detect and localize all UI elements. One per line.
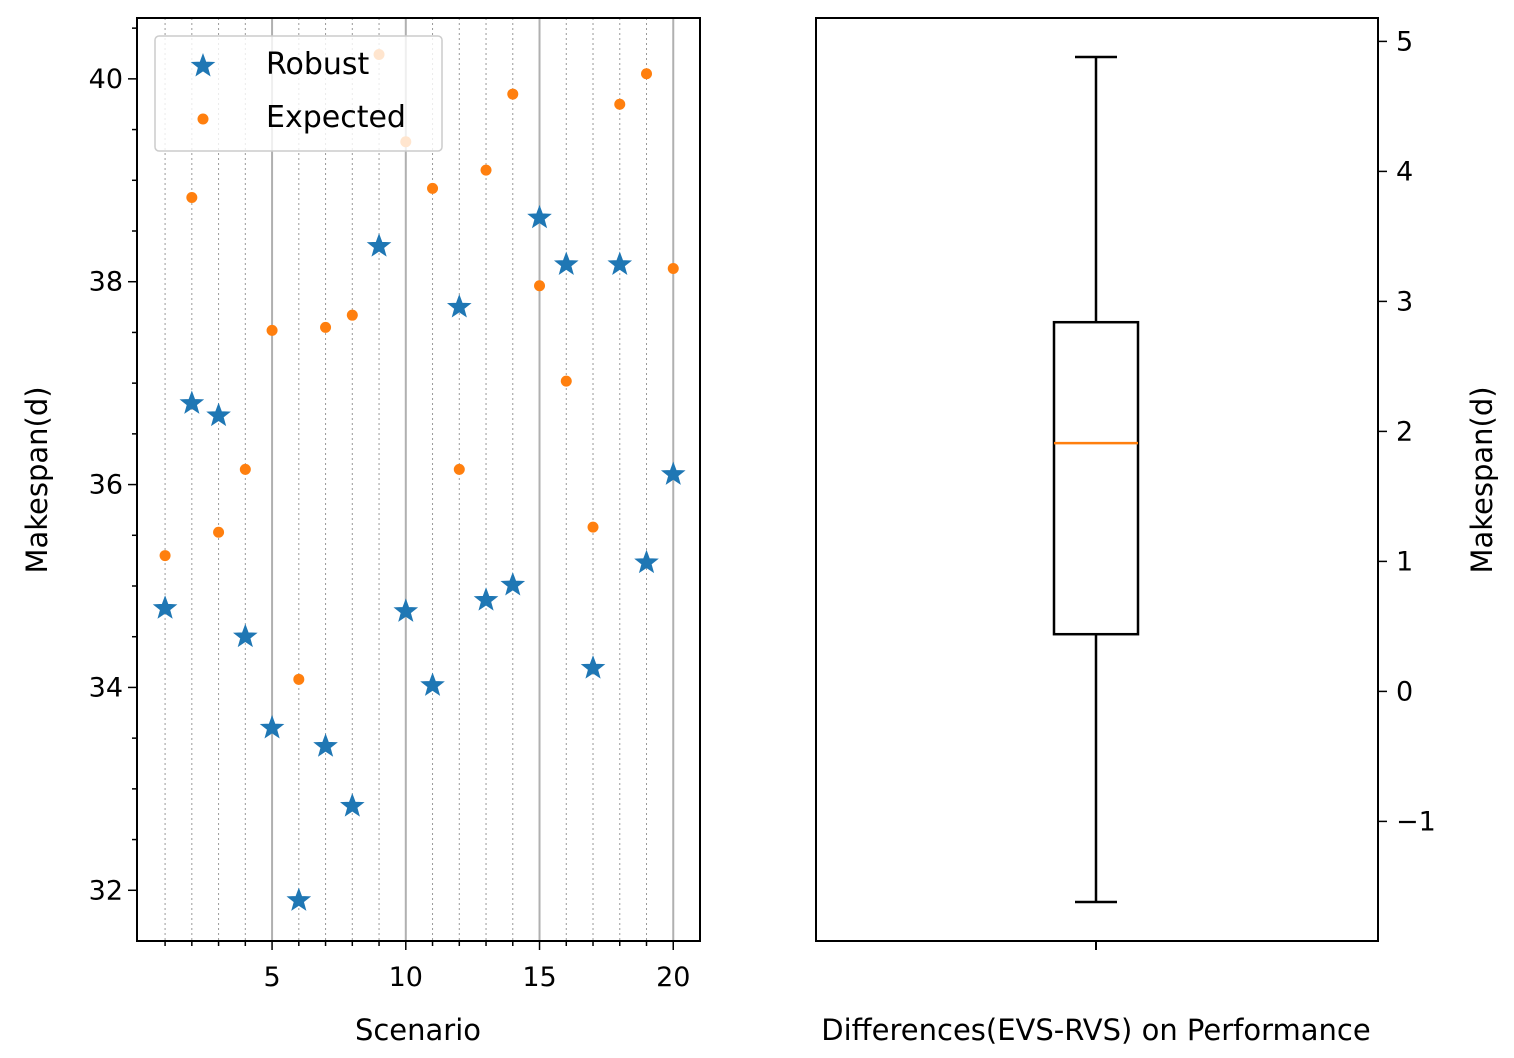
- legend-expected-label: Expected: [266, 100, 406, 135]
- robust-point: [152, 595, 178, 619]
- y-tick-label: 36: [89, 470, 123, 501]
- robust-point: [473, 587, 499, 611]
- scatter-x-axis: 5 10 15 20: [164, 941, 690, 993]
- box-panel: −1 0 1 2 3 4 5 Differences(EVS-RVS) on Perform…: [815, 17, 1499, 1047]
- box-y-axis-label: Makespan(d): [1465, 386, 1499, 573]
- expected-point: [320, 321, 332, 333]
- robust-point: [313, 733, 338, 757]
- expected-point: [453, 463, 465, 475]
- x-tick-label: 10: [389, 962, 423, 993]
- box-y-tick-label: 3: [1396, 286, 1413, 317]
- scatter-y-axis: 32 34 36 38 40: [89, 27, 137, 906]
- legend-robust-label: Robust: [266, 47, 370, 82]
- expected-point: [560, 375, 572, 387]
- robust-point: [340, 793, 365, 817]
- robust-point: [366, 233, 392, 257]
- box-y-tick-label: 2: [1396, 416, 1413, 447]
- box-y-tick-label: 1: [1396, 546, 1413, 577]
- expected-point: [667, 263, 679, 275]
- scatter-y-axis-label: Makespan(d): [20, 386, 54, 573]
- expected-point: [507, 88, 519, 100]
- expected-point: [534, 280, 546, 292]
- robust-point: [446, 294, 472, 318]
- robust-point: [259, 715, 285, 739]
- x-tick-label: 15: [522, 962, 556, 993]
- expected-point: [293, 673, 305, 685]
- robust-point: [553, 251, 579, 275]
- robust-point: [286, 887, 312, 911]
- robust-point: [420, 672, 445, 696]
- box-y-tick-label: −1: [1396, 806, 1436, 837]
- legend-robust-star-icon: [190, 53, 216, 77]
- interquartile-box: [1052, 320, 1140, 636]
- robust-point: [500, 572, 526, 596]
- robust-point: [206, 402, 231, 427]
- box-plot: [1052, 55, 1140, 904]
- expected-point: [614, 98, 626, 110]
- expected-point: [641, 68, 653, 80]
- box-y-tick-label: 0: [1396, 676, 1413, 707]
- robust-point: [634, 549, 659, 574]
- y-tick-label: 38: [89, 267, 123, 298]
- expected-point: [239, 463, 251, 475]
- expected-point: [186, 192, 198, 204]
- robust-point: [393, 598, 419, 622]
- robust-series: [152, 204, 686, 911]
- robust-point: [233, 623, 258, 648]
- legend-expected-dot-icon: [197, 113, 209, 125]
- expected-point: [587, 521, 599, 533]
- scatter-grid: [164, 18, 675, 941]
- legend-frame: [154, 35, 443, 152]
- expected-point: [480, 164, 492, 176]
- box-y-tick-label: 5: [1396, 26, 1413, 57]
- box-x-axis-label: Differences(EVS-RVS) on Performance: [821, 1013, 1370, 1047]
- scatter-plot-frame: [136, 17, 701, 942]
- x-tick-label: 5: [263, 962, 280, 993]
- expected-point: [159, 550, 171, 562]
- box-y-axis: −1 0 1 2 3 4 5: [1378, 26, 1436, 837]
- y-tick-label: 40: [89, 64, 123, 95]
- robust-point: [660, 461, 686, 485]
- expected-point: [266, 324, 278, 336]
- robust-point: [607, 251, 633, 275]
- expected-point: [213, 526, 225, 538]
- robust-point: [179, 390, 205, 414]
- box-y-tick-label: 4: [1396, 156, 1413, 187]
- legend: Robust Expected: [154, 35, 443, 152]
- star-marker: [190, 53, 216, 77]
- y-tick-label: 32: [89, 875, 123, 906]
- x-tick-label: 20: [656, 962, 690, 993]
- robust-point: [580, 655, 606, 679]
- y-tick-label: 34: [89, 672, 123, 703]
- scatter-x-axis-label: Scenario: [355, 1013, 481, 1047]
- expected-point: [427, 182, 439, 194]
- robust-point: [527, 204, 552, 229]
- expected-point: [346, 309, 358, 321]
- dot-marker: [197, 113, 209, 125]
